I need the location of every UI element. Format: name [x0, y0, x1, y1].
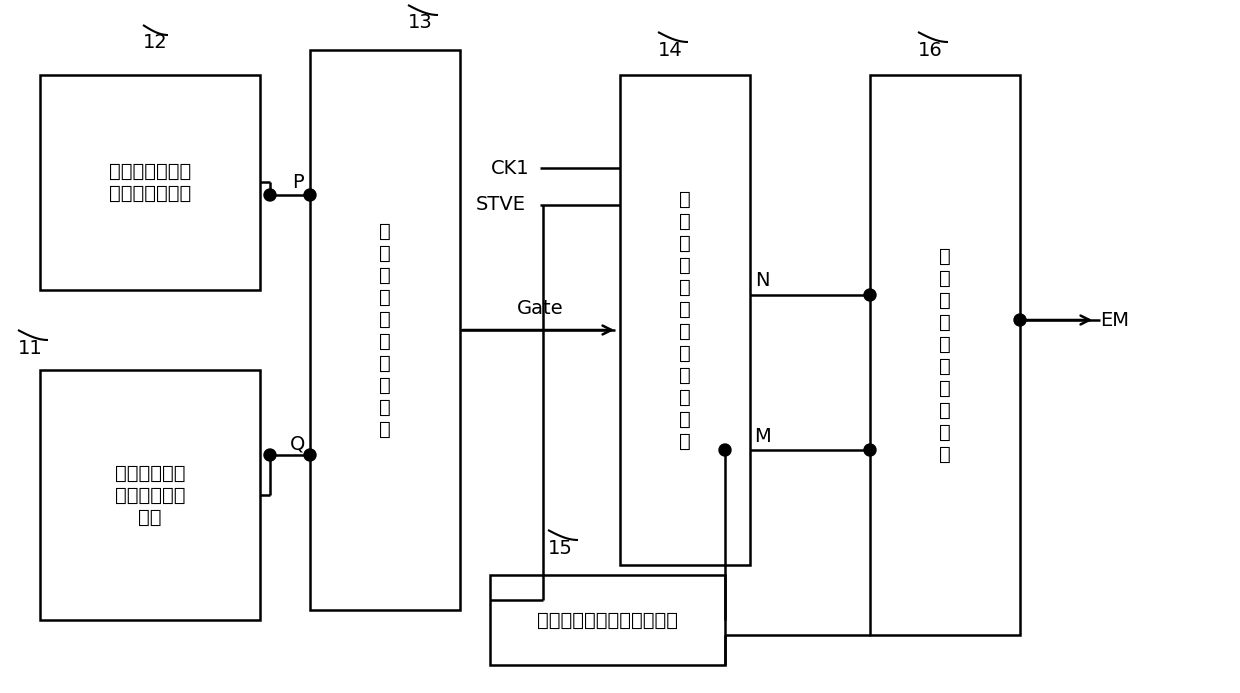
Text: 制: 制 [680, 387, 691, 407]
Text: 模: 模 [939, 423, 951, 441]
Text: N: N [755, 272, 769, 290]
Bar [620, 75, 750, 565]
Text: 制节点控制模块: 制节点控制模块 [109, 184, 191, 203]
Text: 控制节点控制: 控制节点控制 [115, 486, 185, 505]
Text: 第二发光控制节点控制模块: 第二发光控制节点控制模块 [537, 611, 678, 629]
Text: 光: 光 [939, 268, 951, 288]
Text: 11: 11 [17, 338, 42, 358]
Text: 块: 块 [939, 444, 951, 464]
Text: Q: Q [290, 435, 306, 453]
Text: 出: 出 [379, 376, 391, 394]
Text: 信: 信 [939, 335, 951, 353]
Bar [490, 575, 725, 665]
Text: 模块: 模块 [138, 507, 161, 527]
Circle shape [304, 189, 316, 201]
Bar [40, 370, 260, 620]
Text: 输: 输 [939, 378, 951, 398]
Text: 出: 出 [939, 401, 951, 419]
Text: 一: 一 [680, 211, 691, 231]
Circle shape [1014, 314, 1025, 326]
Text: 驱: 驱 [379, 265, 391, 285]
Bar [40, 75, 260, 290]
Text: 号: 号 [379, 331, 391, 351]
Circle shape [864, 289, 875, 301]
Text: P: P [293, 173, 304, 193]
Text: 发: 发 [680, 234, 691, 252]
Text: STVE: STVE [476, 195, 526, 215]
Text: 极: 极 [379, 243, 391, 263]
Bar [310, 50, 460, 610]
Text: 13: 13 [408, 13, 433, 33]
Text: 制: 制 [939, 313, 951, 331]
Text: 第一栅极驱动: 第一栅极驱动 [115, 464, 185, 482]
Text: 第: 第 [680, 189, 691, 209]
Text: 号: 号 [939, 356, 951, 376]
Text: 发: 发 [939, 247, 951, 265]
Text: 块: 块 [680, 432, 691, 450]
Text: 块: 块 [379, 419, 391, 439]
Circle shape [264, 449, 277, 461]
Text: 12: 12 [143, 33, 167, 53]
Circle shape [864, 444, 875, 456]
Circle shape [264, 189, 277, 201]
Text: 模: 模 [680, 410, 691, 428]
Text: 16: 16 [918, 40, 942, 60]
Text: 控: 控 [939, 290, 951, 310]
Text: EM: EM [1101, 310, 1130, 329]
Text: M: M [754, 426, 770, 446]
Text: 制: 制 [680, 299, 691, 319]
Text: 14: 14 [657, 40, 682, 60]
Circle shape [304, 449, 316, 461]
Text: 15: 15 [548, 538, 573, 557]
Circle shape [719, 444, 732, 456]
Text: 信: 信 [379, 310, 391, 328]
Text: 栅: 栅 [379, 222, 391, 240]
Text: 控: 控 [680, 365, 691, 385]
Text: 输: 输 [379, 353, 391, 373]
Text: 动: 动 [379, 288, 391, 306]
Text: 节: 节 [680, 322, 691, 340]
Text: 模: 模 [379, 398, 391, 416]
Text: 光: 光 [680, 256, 691, 274]
Bar [870, 75, 1021, 635]
Text: 第二栅极驱动控: 第二栅极驱动控 [109, 162, 191, 181]
Text: 控: 控 [680, 277, 691, 297]
Text: CK1: CK1 [491, 159, 529, 177]
Text: 点: 点 [680, 344, 691, 362]
Text: Gate: Gate [517, 299, 563, 317]
